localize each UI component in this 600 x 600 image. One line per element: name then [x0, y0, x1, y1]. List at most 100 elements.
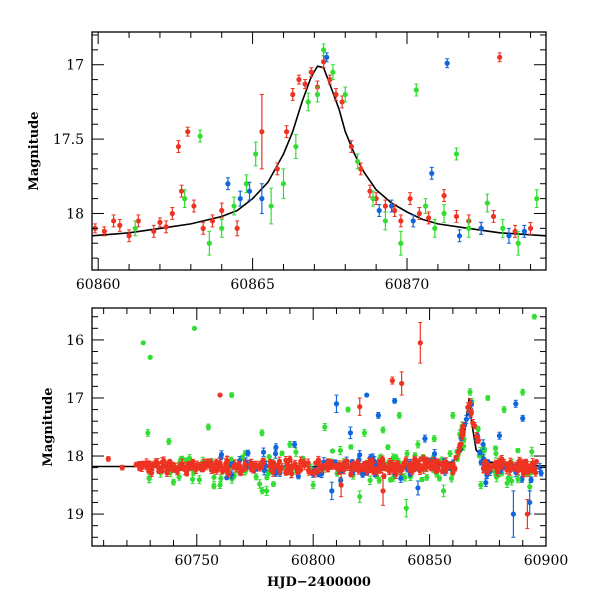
data-point — [189, 476, 196, 482]
data-point — [386, 468, 392, 474]
data-point — [485, 395, 491, 401]
data-point — [237, 469, 244, 475]
data-point — [527, 484, 533, 490]
data-point — [283, 457, 289, 463]
data-point — [225, 181, 231, 187]
data-point — [190, 459, 196, 465]
data-point — [422, 203, 429, 209]
data-point — [247, 462, 253, 468]
data-point — [387, 459, 393, 465]
data-point — [515, 476, 521, 482]
data-point — [490, 213, 497, 220]
data-point — [393, 454, 399, 461]
x-tick-label: 60850 — [407, 553, 452, 569]
data-point — [268, 203, 274, 209]
data-point — [376, 207, 382, 214]
data-point — [441, 462, 448, 468]
data-point — [219, 468, 226, 474]
data-point — [416, 210, 422, 217]
data-point — [482, 459, 488, 465]
data-point — [370, 196, 376, 202]
data-point — [465, 404, 471, 410]
data-point — [484, 466, 491, 472]
data-point — [520, 467, 526, 473]
data-point — [527, 225, 534, 231]
data-point — [520, 389, 526, 395]
data-point — [380, 488, 386, 494]
data-point — [218, 451, 225, 458]
data-point — [419, 476, 425, 483]
data-point — [417, 340, 423, 346]
data-point — [418, 456, 424, 462]
data-point — [259, 129, 265, 135]
data-point — [518, 459, 524, 465]
x-tick-label: 60800 — [291, 553, 336, 569]
data-point — [515, 240, 521, 246]
x-tick-label: 60865 — [230, 277, 275, 293]
data-point — [453, 213, 460, 220]
data-point — [531, 314, 537, 320]
data-point — [161, 458, 167, 464]
data-point — [298, 458, 304, 465]
data-point — [398, 240, 404, 246]
data-point — [492, 445, 499, 451]
data-point — [337, 447, 343, 454]
y-tick-label: 18 — [66, 449, 84, 465]
data-point — [387, 477, 394, 483]
data-point — [146, 460, 152, 467]
data-point — [289, 471, 295, 477]
data-point — [395, 464, 401, 470]
data-point — [272, 451, 279, 457]
data-point — [398, 218, 404, 224]
bottom-ticks-layer: 60750 60800 60850 60900 16 17 18 19 — [66, 308, 568, 569]
data-point — [361, 430, 367, 436]
data-point — [264, 488, 270, 494]
data-point — [463, 416, 469, 422]
data-point — [493, 450, 499, 457]
data-point — [357, 404, 363, 410]
data-point — [398, 475, 404, 481]
data-point — [159, 468, 165, 474]
data-point — [348, 143, 355, 150]
data-point — [145, 430, 151, 436]
data-point — [456, 233, 463, 239]
data-point — [497, 54, 503, 60]
data-point — [404, 451, 410, 457]
data-point — [191, 203, 197, 209]
data-point — [237, 196, 243, 202]
data-point — [256, 481, 263, 487]
data-point — [431, 451, 438, 457]
data-point — [512, 228, 518, 234]
data-point — [217, 482, 223, 488]
data-point — [527, 499, 533, 506]
data-point — [198, 466, 205, 472]
data-point — [166, 438, 172, 445]
data-point — [389, 377, 395, 384]
data-point — [467, 389, 473, 395]
data-point — [302, 81, 308, 87]
data-point — [293, 143, 299, 150]
data-point — [290, 91, 296, 98]
data-point — [491, 463, 497, 469]
data-point — [537, 464, 543, 471]
data-point — [460, 423, 466, 430]
data-point — [305, 460, 311, 466]
data-point — [433, 467, 439, 473]
data-point — [357, 464, 363, 470]
data-point — [496, 433, 503, 439]
top-plot-frame — [91, 31, 547, 271]
data-point — [424, 474, 430, 481]
data-point — [287, 441, 293, 448]
data-point — [338, 482, 344, 488]
data-point — [450, 412, 456, 418]
data-point — [417, 468, 423, 474]
data-point — [174, 467, 180, 473]
data-point — [444, 60, 450, 66]
data-point — [467, 400, 473, 406]
data-point — [164, 469, 170, 476]
y-tick-label: 19 — [66, 507, 84, 523]
data-point — [337, 462, 343, 468]
data-point — [429, 170, 435, 176]
x-tick-label: 60750 — [174, 553, 219, 569]
data-point — [267, 459, 273, 465]
